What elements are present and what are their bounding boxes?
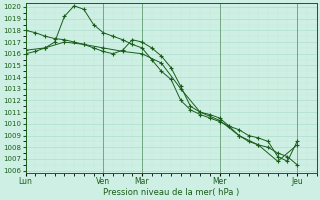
X-axis label: Pression niveau de la mer( hPa ): Pression niveau de la mer( hPa ) [103, 188, 239, 197]
